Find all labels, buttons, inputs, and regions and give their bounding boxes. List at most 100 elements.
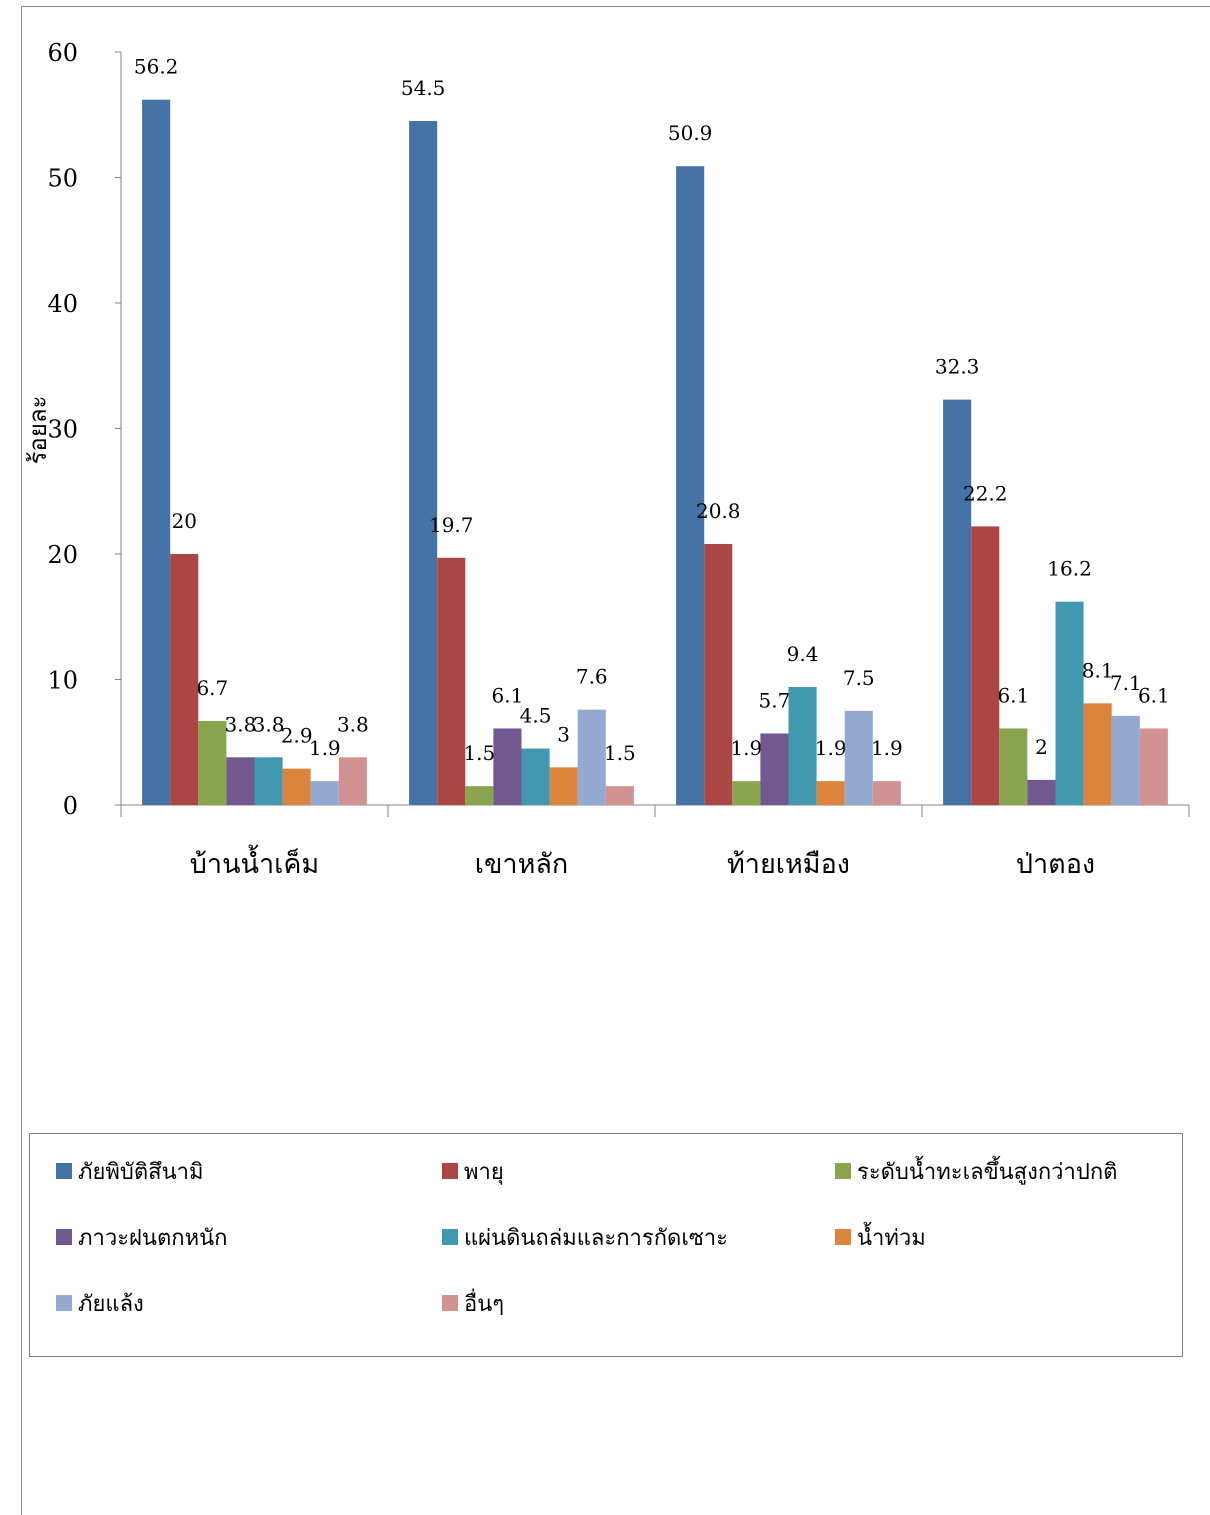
bar xyxy=(549,767,578,805)
legend-swatch xyxy=(56,1163,72,1179)
legend-item: น้ำท่วม xyxy=(835,1222,926,1252)
data-label: 19.7 xyxy=(429,513,474,537)
bar xyxy=(198,720,227,805)
data-label: 20.8 xyxy=(696,499,741,523)
legend-swatch xyxy=(442,1163,458,1179)
bar xyxy=(971,526,1000,805)
bar xyxy=(226,757,255,805)
bar xyxy=(493,728,522,805)
legend-item: ภัยแล้ง xyxy=(56,1288,144,1318)
y-tick-label: 40 xyxy=(47,290,78,318)
y-axis-label: ร้อยละ xyxy=(24,396,52,465)
data-label: 3.8 xyxy=(253,712,285,736)
legend-item: พายุ xyxy=(442,1156,504,1186)
bar xyxy=(437,557,466,805)
data-label: 1.5 xyxy=(463,741,495,765)
bar xyxy=(521,748,550,805)
data-label: 4.5 xyxy=(520,704,552,728)
legend-label: ภัยแล้ง xyxy=(78,1291,144,1317)
data-label: 7.5 xyxy=(843,666,875,690)
data-label: 50.9 xyxy=(668,121,713,145)
bar xyxy=(282,768,311,805)
bar xyxy=(409,121,438,805)
data-label: 16.2 xyxy=(1047,557,1092,581)
y-tick-label: 30 xyxy=(47,416,78,444)
legend-label: แผ่นดินถล่มและการกัดเซาะ xyxy=(464,1225,728,1251)
x-tick-label: บ้านน้ำเค็ม xyxy=(190,844,319,880)
bar xyxy=(816,781,845,805)
data-label: 2.9 xyxy=(281,724,313,748)
bar xyxy=(704,543,733,805)
data-label: 7.6 xyxy=(576,665,608,689)
bar xyxy=(676,166,705,805)
legend-swatch xyxy=(56,1295,72,1311)
bar xyxy=(999,728,1028,805)
bar xyxy=(760,733,789,805)
chart-frame xyxy=(21,6,1210,1515)
data-label: 6.7 xyxy=(196,676,228,700)
data-label: 6.1 xyxy=(1138,683,1170,707)
bar xyxy=(338,757,367,805)
legend-swatch xyxy=(835,1163,851,1179)
bar xyxy=(943,399,972,805)
legend-label: พายุ xyxy=(464,1159,504,1185)
data-label: 1.9 xyxy=(309,736,341,760)
data-label: 7.1 xyxy=(1110,671,1142,695)
bar xyxy=(732,781,761,805)
data-label: 22.2 xyxy=(963,481,1008,505)
legend-item: อื่นๆ xyxy=(442,1288,504,1318)
bar-chart: ร้อยละ 0 10 20 30 40 50 60 บ้านน้ำเค็ม 56.2 20 6.7… xyxy=(24,39,1190,880)
bar xyxy=(465,786,494,805)
legend-swatch xyxy=(835,1229,851,1245)
data-label: 20 xyxy=(172,509,197,533)
y-tick-label: 60 xyxy=(47,39,78,67)
bar xyxy=(1055,601,1084,805)
legend-label: ระดับน้ำทะเลขึ้นสูงกว่าปกติ xyxy=(857,1159,1118,1185)
data-label: 1.5 xyxy=(604,741,636,765)
data-label: 2 xyxy=(1035,735,1048,759)
legend-item: ระดับน้ำทะเลขึ้นสูงกว่าปกติ xyxy=(835,1156,1117,1186)
x-tick-label: ป่าตอง xyxy=(1016,849,1095,880)
bar xyxy=(1111,715,1140,805)
bar xyxy=(788,687,817,805)
data-label: 54.5 xyxy=(401,76,446,100)
data-label: 5.7 xyxy=(759,688,791,712)
plot-area: 0102030405060บ้านน้ำเค็ม56.2206.73.83.82… xyxy=(47,39,1190,880)
data-label: 6.1 xyxy=(492,683,524,707)
bar xyxy=(577,709,606,805)
bar xyxy=(310,781,339,805)
data-label: 8.1 xyxy=(1082,658,1114,682)
bar xyxy=(142,99,171,805)
bar xyxy=(254,757,283,805)
legend-item: ภัยพิบัติสึนามิ xyxy=(56,1156,203,1186)
bar xyxy=(170,554,199,805)
legend-item: ภาวะฝนตกหนัก xyxy=(56,1222,227,1252)
bar xyxy=(1083,703,1112,805)
data-label: 56.2 xyxy=(134,55,179,79)
data-label: 1.9 xyxy=(815,736,847,760)
legend-label: อื่นๆ xyxy=(464,1291,505,1317)
data-label: 1.9 xyxy=(730,736,762,760)
bar xyxy=(872,781,901,805)
data-label: 1.9 xyxy=(871,736,903,760)
bar xyxy=(1139,728,1168,805)
data-label: 3.8 xyxy=(337,712,369,736)
data-label: 6.1 xyxy=(997,683,1029,707)
x-tick-label: เขาหลัก xyxy=(475,849,569,880)
y-tick-label: 10 xyxy=(47,667,78,695)
legend-swatch xyxy=(442,1295,458,1311)
y-tick-label: 50 xyxy=(47,165,78,193)
data-label: 3 xyxy=(557,722,570,746)
y-tick-label: 20 xyxy=(47,541,78,569)
legend-item: แผ่นดินถล่มและการกัดเซาะ xyxy=(442,1222,728,1252)
legend: ภัยพิบัติสึนามิ พายุ ระดับน้ำทะเลขึ้นสูงกว… xyxy=(29,1133,1183,1357)
y-tick-label: 0 xyxy=(63,792,78,820)
bar xyxy=(844,710,873,805)
bar xyxy=(1027,779,1056,805)
data-label: 32.3 xyxy=(935,355,980,379)
data-label: 3.8 xyxy=(225,712,257,736)
x-tick-label: ท้ายเหมือง xyxy=(727,849,850,880)
legend-swatch xyxy=(442,1229,458,1245)
data-label: 9.4 xyxy=(787,642,819,666)
bar xyxy=(605,786,634,805)
